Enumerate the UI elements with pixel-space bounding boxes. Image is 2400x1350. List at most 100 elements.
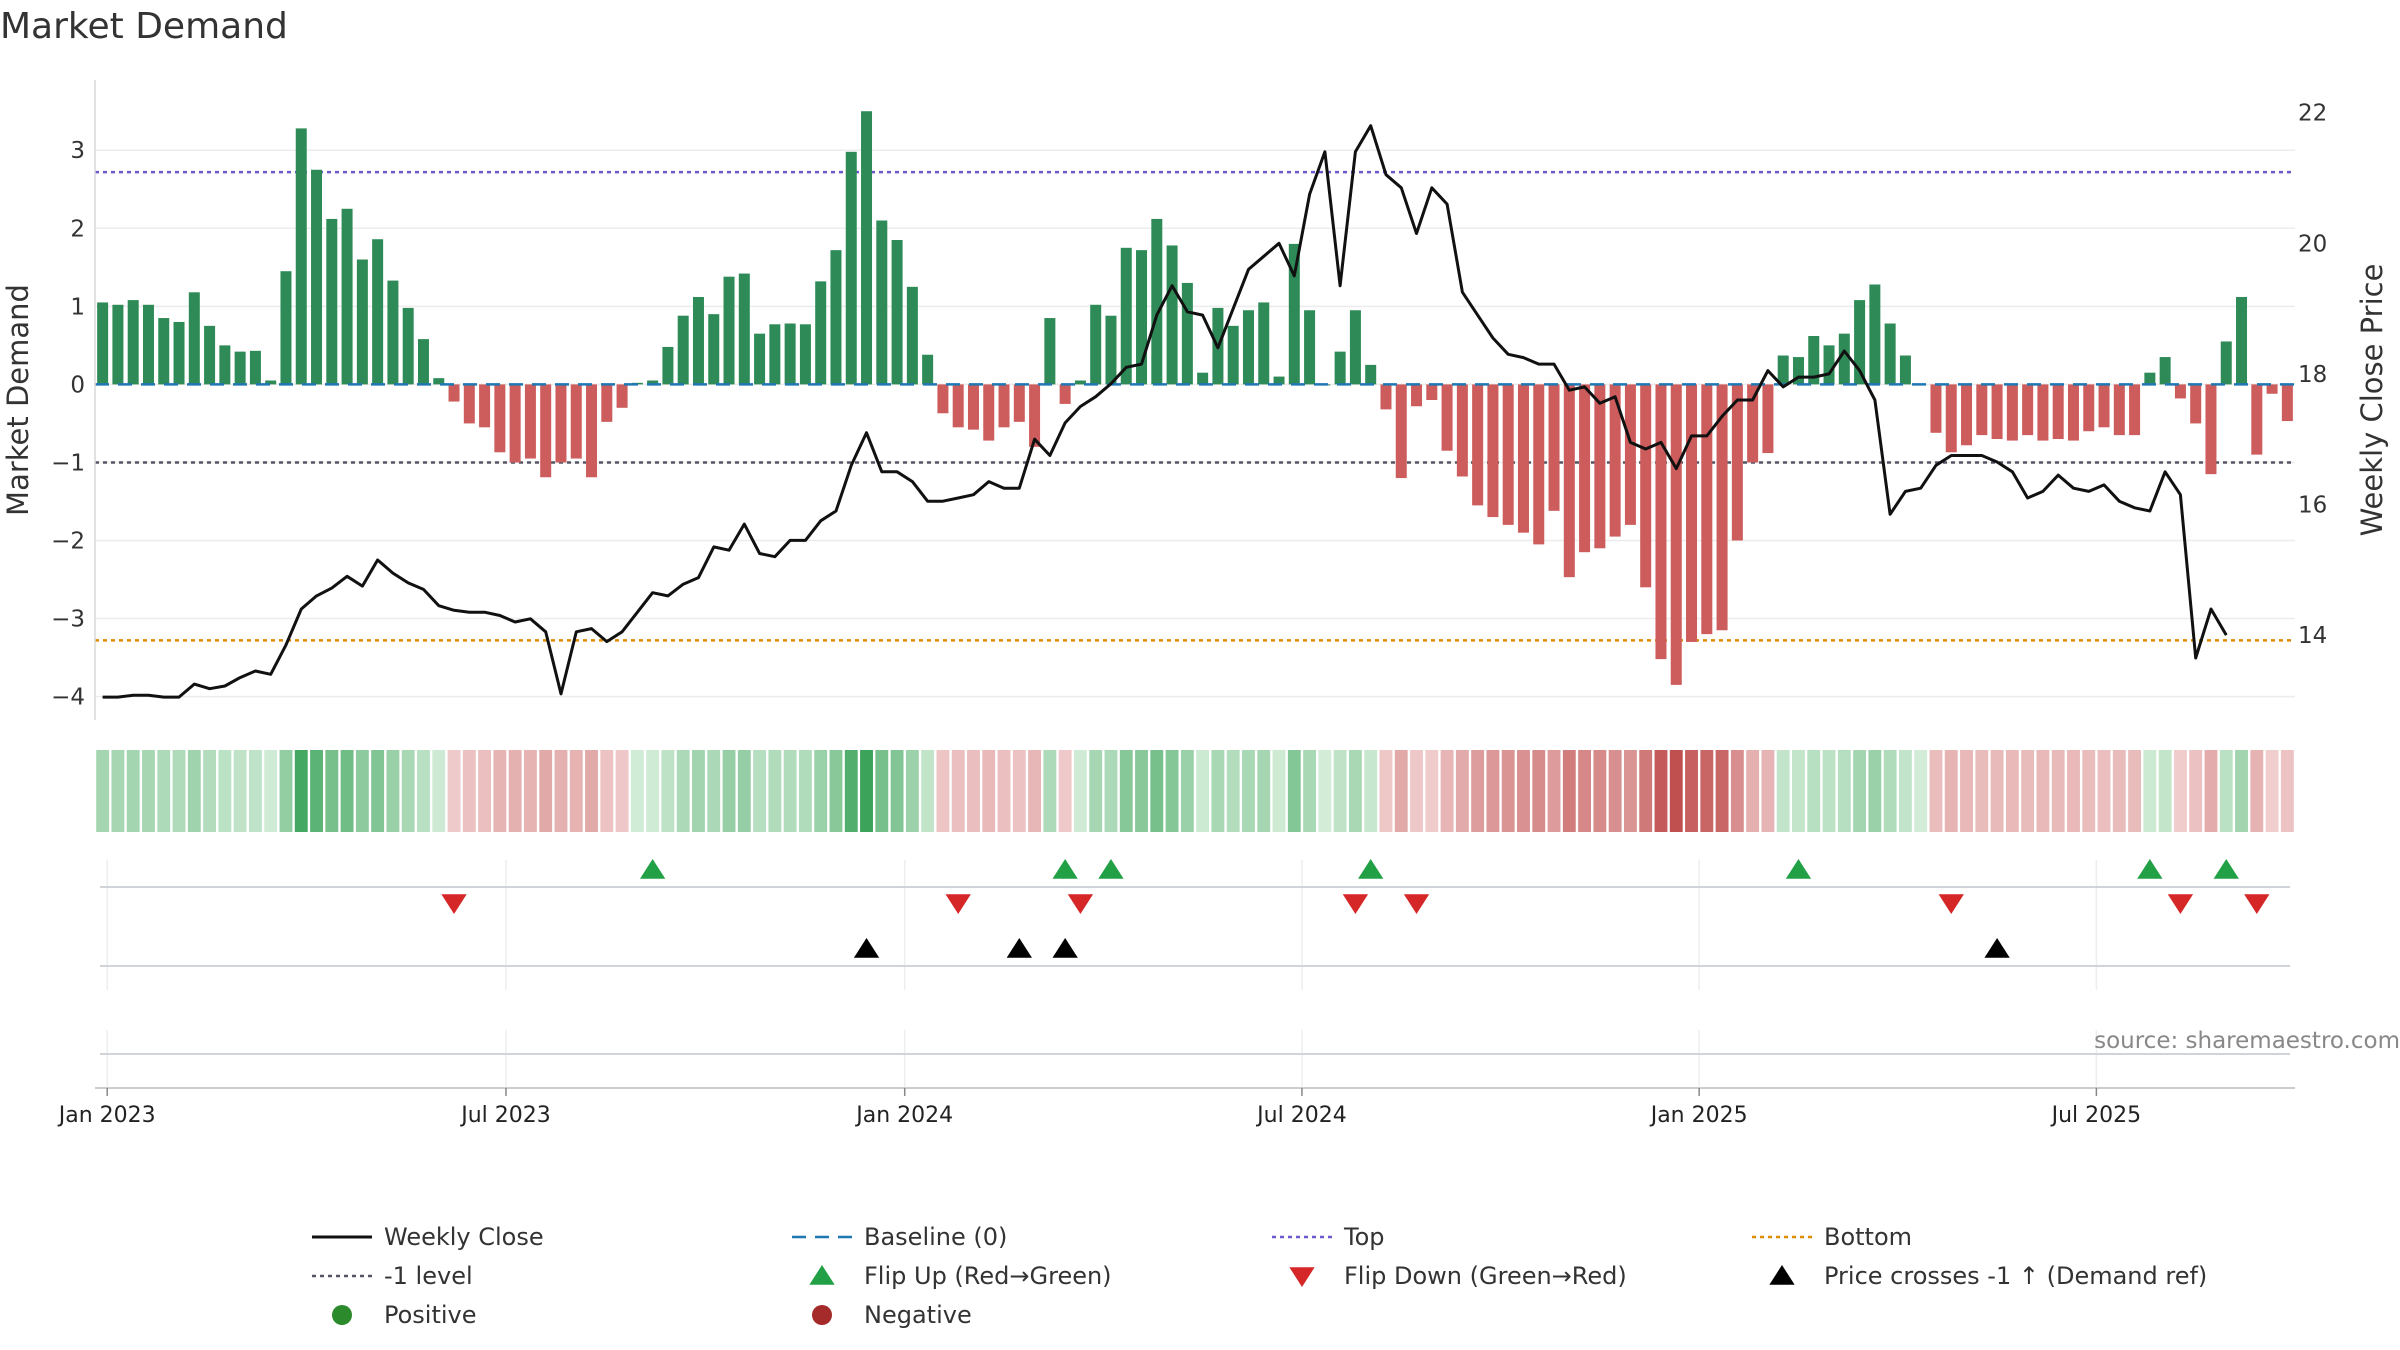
heat-cell <box>264 750 278 832</box>
heat-cell <box>1715 750 1729 832</box>
heat-cell <box>2051 750 2065 832</box>
heat-cell <box>1730 750 1744 832</box>
demand-bar <box>1609 384 1621 537</box>
demand-bar <box>249 350 261 385</box>
demand-bar <box>1670 384 1682 685</box>
demand-bar <box>173 321 185 385</box>
heat-cell <box>1501 750 1515 832</box>
heat-cell <box>508 750 522 832</box>
demand-bar <box>2159 357 2171 385</box>
demand-bar <box>1166 245 1178 385</box>
heat-cell <box>142 750 155 832</box>
demand-bar <box>662 346 674 385</box>
flip-down-marker <box>1067 894 1094 914</box>
heat-cell <box>126 750 140 832</box>
demand-bar <box>2205 384 2217 475</box>
heat-cell <box>2067 750 2080 832</box>
heat-cell <box>462 750 476 832</box>
demand-bar <box>616 384 628 408</box>
heat-cell <box>783 750 797 832</box>
demand-bar <box>1242 310 1254 385</box>
legend-flip-up-symbol <box>809 1265 835 1285</box>
legend-negative-symbol <box>812 1305 832 1325</box>
demand-bar <box>387 280 399 385</box>
heat-cell <box>157 750 171 832</box>
heat-cell <box>1303 750 1317 832</box>
demand-bar <box>1548 384 1560 511</box>
y2-tick-label: 22 <box>2298 101 2327 127</box>
heat-cell <box>2219 750 2233 832</box>
heat-cell <box>768 750 782 832</box>
flip-down-marker <box>945 894 971 914</box>
heat-cell <box>1776 750 1790 832</box>
heat-cell <box>737 750 751 832</box>
demand-bar <box>692 296 704 385</box>
flip-up-marker <box>1052 859 1078 879</box>
demand-bar <box>1533 384 1545 545</box>
demand-bar <box>356 259 368 385</box>
price-layer <box>102 124 2228 699</box>
heat-cell <box>2128 750 2142 832</box>
flip-up-marker <box>1785 859 1812 879</box>
y-tick-label: −4 <box>51 685 85 711</box>
x-tick-label: Jul 2023 <box>459 1103 551 1128</box>
heat-cell <box>2173 750 2187 832</box>
heat-cell <box>2189 750 2203 832</box>
demand-bar <box>204 325 216 385</box>
heat-cell <box>967 750 980 832</box>
heat-cell <box>1165 750 1179 832</box>
demand-bar <box>372 239 384 385</box>
demand-bar <box>1854 300 1866 385</box>
heat-cell <box>2280 750 2294 832</box>
demand-bar <box>1563 384 1575 578</box>
legend-label: -1 level <box>384 1262 473 1290</box>
demand-bar <box>509 384 521 463</box>
legend-label: Weekly Close <box>384 1223 544 1251</box>
flip-down-marker <box>2244 894 2270 914</box>
cross-marker <box>1984 938 2010 958</box>
x-tick-label: Jan 2023 <box>57 1103 156 1128</box>
demand-bar <box>830 250 842 385</box>
demand-bar <box>2098 384 2110 428</box>
demand-bar <box>433 378 445 385</box>
demand-bar <box>2190 384 2202 424</box>
heat-cell <box>2143 750 2157 832</box>
demand-bar <box>1731 384 1743 541</box>
heat-cell <box>310 750 323 832</box>
flip-up-marker <box>1098 859 1124 879</box>
demand-bar <box>1624 384 1636 525</box>
flip-up-marker <box>2137 859 2163 879</box>
demand-bar <box>2251 384 2263 455</box>
signal-markers <box>100 859 2290 1055</box>
demand-bar <box>2144 372 2156 385</box>
demand-bar <box>1716 384 1728 631</box>
demand-bar <box>1655 384 1667 660</box>
demand-bar <box>845 151 857 385</box>
demand-bar <box>1976 384 1988 436</box>
source-label: source: sharemaestro.com <box>2094 1028 2400 1054</box>
heat-cell <box>1119 750 1133 832</box>
heat-cell <box>340 750 354 832</box>
heat-cell <box>692 750 705 832</box>
demand-bar <box>922 354 934 385</box>
demand-bar <box>2083 384 2095 432</box>
demand-bar <box>952 384 964 428</box>
demand-bar <box>280 271 292 385</box>
x-tick-label: Jul 2025 <box>2050 1103 2142 1128</box>
demand-bar <box>861 111 873 385</box>
heat-cell <box>1012 750 1026 832</box>
demand-bar <box>1258 302 1270 385</box>
demand-bar <box>799 324 811 385</box>
demand-bar <box>524 384 536 459</box>
heat-cell <box>1669 750 1683 832</box>
demand-bar <box>784 323 796 385</box>
heat-cell <box>371 750 385 832</box>
demand-bar <box>1304 310 1316 385</box>
demand-bar <box>341 208 353 385</box>
demand-bar <box>1823 345 1835 385</box>
demand-bar <box>1227 325 1239 385</box>
demand-bar <box>1792 357 1804 385</box>
demand-bar <box>1487 384 1499 518</box>
heat-cell <box>722 750 736 832</box>
demand-bar <box>1472 384 1484 506</box>
